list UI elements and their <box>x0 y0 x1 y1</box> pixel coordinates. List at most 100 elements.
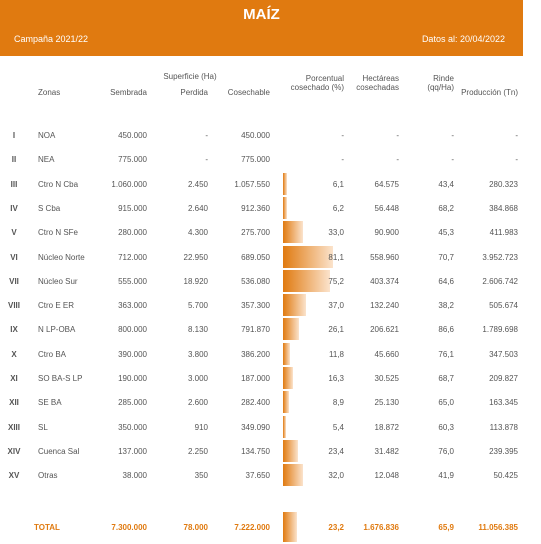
cell: 76,1 <box>438 349 454 359</box>
cell: Ctro BA <box>38 349 67 359</box>
pct-bar <box>283 196 287 219</box>
cell: 411.983 <box>489 228 518 238</box>
column-header: Cosechable <box>227 88 270 97</box>
cell: 6,2 <box>332 203 344 213</box>
cell: 6,1 <box>332 179 344 189</box>
cell: 791.870 <box>241 325 270 335</box>
pct-bar <box>283 512 298 542</box>
cell: 134.750 <box>241 446 270 456</box>
column-header: Hectáreas cosechadas <box>356 74 399 92</box>
cell: 555.000 <box>118 276 147 286</box>
cell: SO BA-S LP <box>38 374 83 383</box>
cell: 239.395 <box>489 446 518 456</box>
cell: 60,3 <box>438 422 454 432</box>
cell: 76,0 <box>438 446 454 456</box>
column-header: Rinde (qq/Ha) <box>427 74 454 92</box>
cell: 45,3 <box>438 228 454 238</box>
total-cell: TOTAL <box>34 523 60 532</box>
cell: 33,0 <box>328 228 344 238</box>
column-header: Perdida <box>180 88 208 97</box>
cell: 2.640 <box>187 203 208 213</box>
row-number: I <box>12 131 16 140</box>
cell: 64.575 <box>374 179 399 189</box>
row-number: VIII <box>7 301 20 311</box>
cell: Ctro N SFe <box>38 228 79 238</box>
cell: - <box>451 155 454 165</box>
row-number: X <box>11 349 17 359</box>
cell: 206.621 <box>370 325 399 335</box>
cell: 505.674 <box>489 301 518 311</box>
cell: 363.000 <box>118 301 147 311</box>
cell: 2.606.742 <box>482 276 518 286</box>
cell: 1.057.550 <box>234 179 270 189</box>
cell: 75,2 <box>328 276 344 286</box>
cell: 775.000 <box>118 155 147 165</box>
cell: 43,4 <box>438 179 454 189</box>
cell: 11,8 <box>329 349 344 359</box>
row-number: II <box>11 155 17 165</box>
column-header: Zonas <box>38 88 61 97</box>
cell: 190.000 <box>118 374 147 383</box>
cell: 282.400 <box>241 398 270 408</box>
row-number: V <box>11 228 17 238</box>
cell: 384.868 <box>489 203 518 213</box>
cell: 81,1 <box>328 252 344 262</box>
cell: 8,9 <box>332 398 344 408</box>
cell: 275.700 <box>241 228 270 238</box>
cell: 1.060.000 <box>111 179 147 189</box>
row-number: XII <box>9 398 19 408</box>
row-number: IX <box>10 325 18 335</box>
cell: 32,0 <box>328 471 344 481</box>
row-number: VI <box>10 252 18 262</box>
cell: 2.250 <box>187 446 208 456</box>
total-cell: 78.000 <box>183 523 208 532</box>
column-header: Producción (Tn) <box>461 88 518 97</box>
cell: N LP-OBA <box>38 325 76 335</box>
cell: 280.000 <box>118 228 147 238</box>
cell: 8.130 <box>187 325 208 335</box>
cell: 3.800 <box>187 349 208 359</box>
cell: 90.900 <box>374 228 399 238</box>
cell: 25.130 <box>374 398 399 408</box>
cell: 37.650 <box>245 471 270 481</box>
cell: Núcleo Sur <box>38 276 78 286</box>
cell: 285.000 <box>118 398 147 408</box>
cell: Otras <box>38 471 58 481</box>
row-number: VII <box>9 276 19 286</box>
cell: - <box>515 131 518 140</box>
row-number: XIV <box>7 446 21 456</box>
cell: 800.000 <box>118 325 147 335</box>
cell: 45.660 <box>374 349 399 359</box>
cell: 68,7 <box>438 374 454 383</box>
pct-bar <box>283 172 287 195</box>
cell: 50.425 <box>493 471 518 481</box>
title: MAÍZ <box>243 6 280 23</box>
cell: 113.878 <box>489 422 518 432</box>
cell: 137.000 <box>118 446 147 456</box>
cell: 209.827 <box>489 374 518 383</box>
cell: 132.240 <box>370 301 399 311</box>
pct-bar <box>283 221 304 244</box>
pct-bar <box>283 245 334 268</box>
cell: 558.960 <box>370 252 399 262</box>
cell: 350.000 <box>118 422 147 432</box>
cell: 65,0 <box>438 398 454 408</box>
cell: 22.950 <box>183 252 208 262</box>
header-band: MAÍZ Campaña 2021/22 Datos al: 20/04/202… <box>0 0 523 56</box>
cell: - <box>341 155 344 165</box>
cell: 3.000 <box>187 374 208 383</box>
cell: 18.920 <box>183 276 208 286</box>
total-cell: 7.300.000 <box>111 523 147 532</box>
pct-bar <box>283 269 330 292</box>
cell: 56.448 <box>374 203 399 213</box>
row-number: XV <box>8 471 20 481</box>
total-cell: 23,2 <box>328 523 344 532</box>
cell: NEA <box>38 155 55 165</box>
cell: - <box>451 131 454 140</box>
group-header: Superficie (Ha) <box>163 72 217 81</box>
cell: 712.000 <box>118 252 147 262</box>
pct-bar <box>283 464 303 487</box>
cell: - <box>396 131 399 140</box>
cell: - <box>205 131 208 140</box>
cell: 37,0 <box>328 301 344 311</box>
